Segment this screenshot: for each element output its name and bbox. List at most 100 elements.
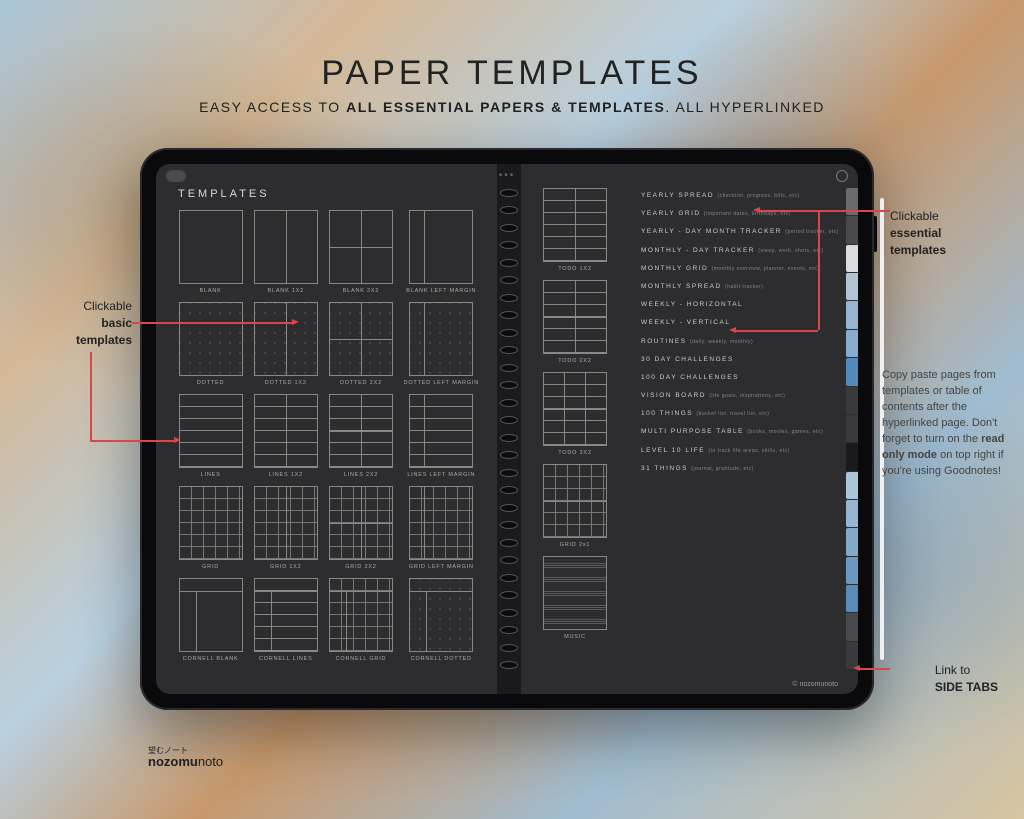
- essential-template-link[interactable]: WEEKLY - HORIZONTAL: [641, 301, 839, 308]
- side-tab[interactable]: [846, 613, 858, 640]
- essential-template-link[interactable]: LEVEL 10 LIFE (to track life areas, skil…: [641, 447, 839, 454]
- spine-ring: [500, 556, 518, 564]
- essential-template-link[interactable]: 100 DAY CHALLENGES: [641, 374, 839, 381]
- essential-template-link[interactable]: YEARLY - DAY MONTH TRACKER (period track…: [641, 228, 839, 235]
- template-thumb: [329, 486, 393, 560]
- template-label: LINES: [201, 472, 221, 478]
- essential-template-link[interactable]: 100 THINGS (bucket list, travel list, et…: [641, 410, 839, 417]
- template-thumb: [329, 210, 393, 284]
- side-tab[interactable]: [846, 472, 858, 499]
- template-item[interactable]: BLANK LEFT MARGIN: [404, 210, 479, 294]
- brand-logo: 望むノート nozomunoto: [148, 745, 223, 769]
- side-tabs-strip: [846, 188, 858, 670]
- side-tab[interactable]: [846, 528, 858, 555]
- essential-template-link[interactable]: MONTHLY - DAY TRACKER (sleep, work, shot…: [641, 247, 839, 254]
- template-item[interactable]: BLANK: [178, 210, 243, 294]
- side-tab[interactable]: [846, 358, 858, 385]
- callout-basic-templates: Clickable basic templates: [50, 298, 132, 348]
- template-item[interactable]: MUSIC: [539, 556, 611, 640]
- spine-ring: [500, 189, 518, 197]
- essential-template-link[interactable]: 31 THINGS (journal, gratitude, etc): [641, 465, 839, 472]
- template-thumb: [254, 394, 318, 468]
- template-item[interactable]: LINES 1X2: [253, 394, 318, 478]
- template-item[interactable]: CORNELL DOTTED: [404, 578, 479, 662]
- side-tab[interactable]: [846, 387, 858, 414]
- template-item[interactable]: DOTTED: [178, 302, 243, 386]
- template-item[interactable]: CORNELL GRID: [328, 578, 393, 662]
- side-tab[interactable]: [846, 273, 858, 300]
- template-label: GRID 2x1: [560, 542, 591, 548]
- arrow-basic-h2: [132, 322, 292, 324]
- template-thumb: [254, 302, 318, 376]
- template-item[interactable]: DOTTED 2X2: [328, 302, 393, 386]
- spine-ring: [500, 276, 518, 284]
- spine-ring: [500, 504, 518, 512]
- side-tab[interactable]: [846, 557, 858, 584]
- template-item[interactable]: TODO 2X2: [539, 280, 611, 364]
- essential-template-link[interactable]: YEARLY SPREAD (checklist, progress, bill…: [641, 192, 839, 199]
- side-tab[interactable]: [846, 301, 858, 328]
- template-thumb: [543, 464, 607, 538]
- essential-template-link[interactable]: MONTHLY SPREAD (habit tracker): [641, 283, 839, 290]
- template-item[interactable]: GRID 2X2: [328, 486, 393, 570]
- essential-template-link[interactable]: MULTI PURPOSE TABLE (books, movies, game…: [641, 428, 839, 435]
- template-item[interactable]: LINES: [178, 394, 243, 478]
- template-thumb: [254, 578, 318, 652]
- template-item[interactable]: GRID 2x1: [539, 464, 611, 548]
- template-thumb: [329, 578, 393, 652]
- template-label: DOTTED: [197, 380, 224, 386]
- template-item[interactable]: LINES 2X2: [328, 394, 393, 478]
- template-label: TODO 1X2: [558, 266, 592, 272]
- side-note: Copy paste pages from templates or table…: [882, 368, 1006, 480]
- template-label: CORNELL BLANK: [183, 656, 239, 662]
- essential-template-link[interactable]: ROUTINES (daily, weekly, monthly): [641, 338, 839, 345]
- template-item[interactable]: GRID 1X2: [253, 486, 318, 570]
- template-thumb: [409, 210, 473, 284]
- side-tab[interactable]: [846, 330, 858, 357]
- template-thumb: [409, 394, 473, 468]
- template-label: LINES 1X2: [269, 472, 303, 478]
- spine-ring: [500, 206, 518, 214]
- template-label: CORNELL LINES: [259, 656, 313, 662]
- spine-ring: [500, 364, 518, 372]
- templates-heading: TEMPLATES: [178, 188, 479, 200]
- essential-template-link[interactable]: 30 DAY CHALLENGES: [641, 356, 839, 363]
- template-item[interactable]: CORNELL LINES: [253, 578, 318, 662]
- template-thumb: [179, 210, 243, 284]
- toolbar-dots-icon: •••: [499, 170, 516, 181]
- template-label: CORNELL GRID: [336, 656, 387, 662]
- template-item[interactable]: DOTTED LEFT MARGIN: [404, 302, 479, 386]
- spine-ring: [500, 609, 518, 617]
- side-tab[interactable]: [846, 500, 858, 527]
- template-item[interactable]: DOTTED 1X2: [253, 302, 318, 386]
- template-thumb: [179, 486, 243, 560]
- template-thumb: [179, 578, 243, 652]
- spine-ring: [500, 469, 518, 477]
- arrow-basic-v: [90, 352, 92, 440]
- side-tab[interactable]: [846, 443, 858, 470]
- template-thumb: [329, 394, 393, 468]
- side-tab[interactable]: [846, 216, 858, 243]
- template-item[interactable]: GRID LEFT MARGIN: [404, 486, 479, 570]
- template-item[interactable]: TODO 1X2: [539, 188, 611, 272]
- template-item[interactable]: GRID: [178, 486, 243, 570]
- template-item[interactable]: BLANK 1X2: [253, 210, 318, 294]
- template-label: LINES 2X2: [344, 472, 378, 478]
- template-label: BLANK 1X2: [268, 288, 305, 294]
- template-item[interactable]: LINES LEFT MARGIN: [404, 394, 479, 478]
- side-tab[interactable]: [846, 245, 858, 272]
- essential-template-link[interactable]: WEEKLY - VERTICAL: [641, 319, 839, 326]
- side-tab[interactable]: [846, 415, 858, 442]
- template-thumb: [329, 302, 393, 376]
- template-item[interactable]: CORNELL BLANK: [178, 578, 243, 662]
- spine-ring: [500, 399, 518, 407]
- template-label: TODO 2X2: [558, 358, 592, 364]
- template-item[interactable]: TODO 3X2: [539, 372, 611, 456]
- essential-template-link[interactable]: MONTHLY GRID (monthly overview, planner,…: [641, 265, 839, 272]
- essential-template-link[interactable]: VISION BOARD (life goals, inspirations, …: [641, 392, 839, 399]
- side-tab[interactable]: [846, 585, 858, 612]
- arrow-tabs-head: [853, 665, 860, 671]
- template-label: DOTTED LEFT MARGIN: [404, 380, 479, 386]
- spine-ring: [500, 329, 518, 337]
- template-item[interactable]: BLANK 2X2: [328, 210, 393, 294]
